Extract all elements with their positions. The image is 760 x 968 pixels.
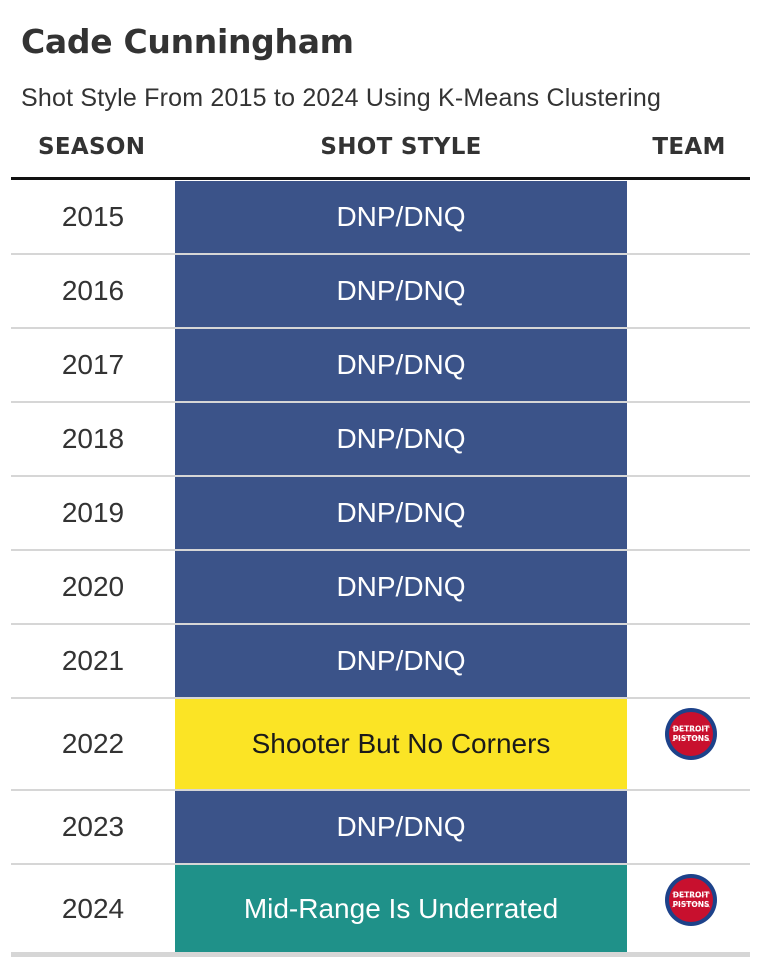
team-cell: DETROIT PISTONS [627,865,750,952]
table-row: 2023 DNP/DNQ [11,791,750,865]
svg-text:PISTONS: PISTONS [673,734,710,743]
season-cell: 2020 [61,571,125,602]
shot-style-cell: DNP/DNQ [175,181,627,253]
team-cell [627,791,750,863]
team-cell [627,181,750,253]
season-cell: 2016 [61,275,125,306]
table-body: 2015 DNP/DNQ 2016 DNP/DNQ 2017 DNP/DNQ 2018 DNP… [11,181,750,957]
table-header: SEASON SHOT STYLE TEAM [11,128,750,180]
team-cell [627,403,750,475]
season-cell: 2018 [61,423,125,454]
table-row: 2017 DNP/DNQ [11,329,750,403]
season-cell: 2024 [61,892,125,924]
table-row: 2022 Shooter But No Corners DETROIT PISTONS [11,699,750,791]
season-cell: 2019 [61,497,125,528]
team-cell [627,329,750,401]
shot-style-cell: DNP/DNQ [175,791,627,863]
season-cell: 2021 [61,645,125,676]
team-column-header: TEAM [652,134,726,160]
shot-style-cell: DNP/DNQ [175,477,627,549]
season-cell: 2023 [61,811,125,842]
team-cell [627,477,750,549]
table-row: 2021 DNP/DNQ [11,625,750,699]
season-cell: 2015 [61,201,125,232]
team-cell [627,551,750,623]
shot-style-cell: DNP/DNQ [175,403,627,475]
chart-title: Cade Cunningham [21,22,354,61]
table-row: 2020 DNP/DNQ [11,551,750,625]
table-row: 2024 Mid-Range Is Underrated DETROIT PISTON… [11,865,750,957]
shot-style-cell: DNP/DNQ [175,255,627,327]
chart-subtitle: Shot Style From 2015 to 2024 Using K-Mea… [21,84,662,112]
shot-style-cell: DNP/DNQ [175,625,627,697]
table-row: 2016 DNP/DNQ [11,255,750,329]
team-cell [627,255,750,327]
shot-style-column-header: SHOT STYLE [320,134,482,160]
svg-text:DETROIT: DETROIT [673,891,710,900]
team-cell: DETROIT PISTONS [627,699,750,789]
season-cell: 2022 [61,728,125,759]
svg-text:DETROIT: DETROIT [673,725,710,734]
table-row: 2019 DNP/DNQ [11,477,750,551]
svg-text:PISTONS: PISTONS [673,900,710,909]
table-row: 2015 DNP/DNQ [11,181,750,255]
shot-style-cell: Mid-Range Is Underrated [175,865,627,952]
team-cell [627,625,750,697]
shot-style-cell: DNP/DNQ [175,551,627,623]
shot-style-cell: Shooter But No Corners [175,699,627,789]
table-row: 2018 DNP/DNQ [11,403,750,477]
shot-style-cell: DNP/DNQ [175,329,627,401]
season-column-header: SEASON [38,134,146,160]
season-cell: 2017 [61,349,125,380]
